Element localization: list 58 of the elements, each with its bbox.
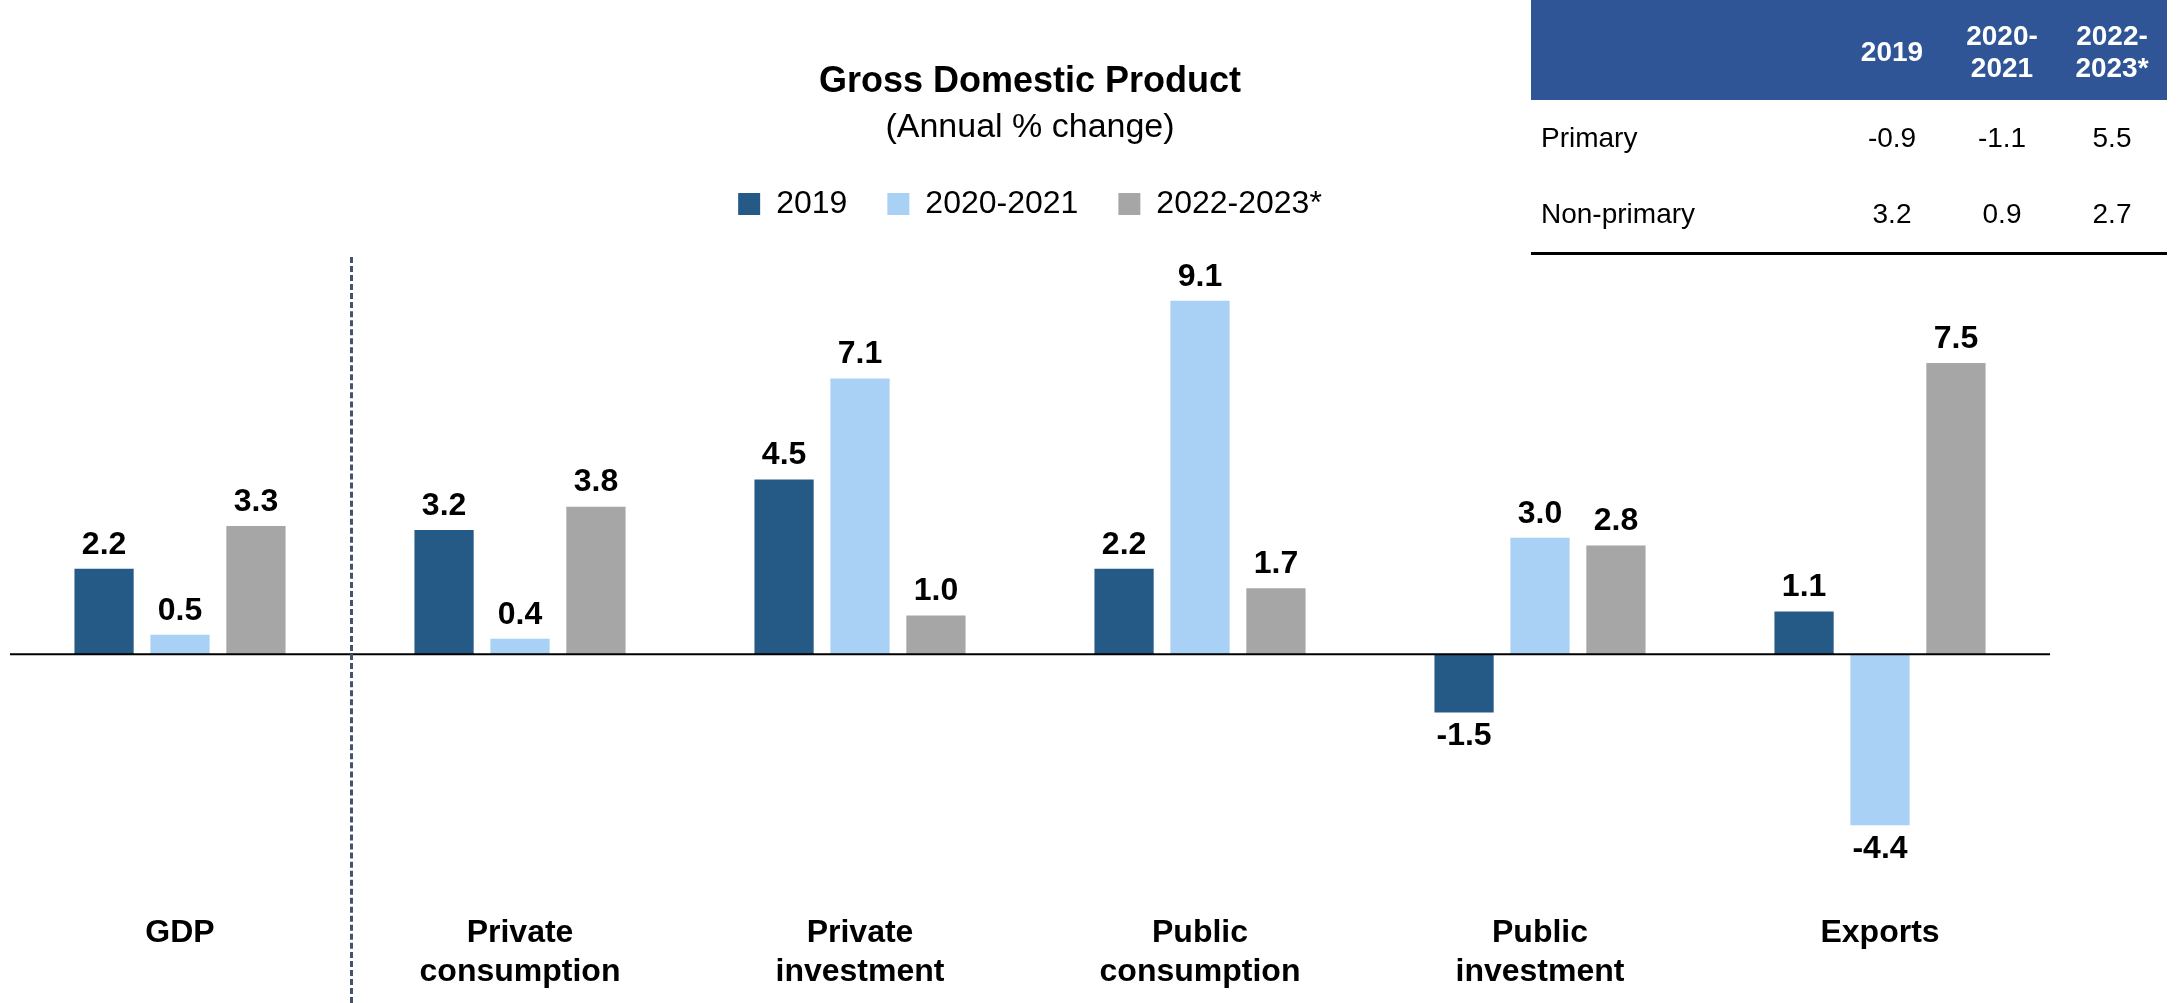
data-label: -0.9	[1866, 121, 1918, 156]
x-tick-label: Public investment	[1455, 913, 1625, 988]
data-label: 3.3	[233, 481, 279, 518]
data-label: 1.1	[1781, 567, 1827, 604]
bar	[414, 529, 474, 655]
data-label: 5.5	[2091, 121, 2133, 156]
data-label: 3.8	[573, 462, 619, 499]
data-label: 4.5	[761, 435, 807, 472]
bar	[226, 526, 286, 655]
x-tick-label: Private consumption	[419, 913, 621, 988]
category-label: 2020-2021	[1947, 0, 2057, 101]
chart-title: Gross Domestic Product	[818, 58, 1242, 100]
bar	[1510, 537, 1570, 655]
data-label: 3.0	[1517, 493, 1563, 530]
bar	[1094, 568, 1154, 655]
bar	[1246, 588, 1306, 655]
bar	[1586, 545, 1646, 655]
bar	[1170, 300, 1230, 655]
x-tick-label: Public consumption	[1099, 913, 1301, 988]
bar	[1850, 654, 1910, 826]
data-label: 1.0	[913, 571, 959, 608]
data-label: 1.7	[1253, 544, 1299, 581]
data-label: 9.1	[1177, 256, 1223, 293]
x-tick-label: Private investment	[775, 913, 945, 988]
data-label: 0.5	[157, 590, 203, 627]
bar	[754, 479, 814, 655]
bar	[906, 615, 966, 655]
data-label: 2.2	[1101, 524, 1147, 561]
text: Primary	[1540, 121, 1639, 156]
legend-label: 2022-2023*	[1156, 183, 1322, 220]
data-label: -1.5	[1436, 716, 1492, 753]
data-label: 7.1	[837, 334, 883, 371]
x-tick-label: Exports	[1820, 913, 1940, 950]
data-label: 3.2	[421, 485, 467, 522]
legend-label: 2019	[776, 183, 848, 220]
bar	[74, 568, 134, 655]
bar	[490, 638, 550, 655]
legend-label: 2020-2021	[925, 183, 1079, 220]
data-label: 0.9	[1947, 176, 2057, 254]
data-label: 0.4	[497, 594, 543, 631]
text: Non-primary	[1531, 176, 1837, 254]
bar	[1926, 362, 1986, 655]
chart-subtitle: (Annual % change)	[885, 105, 1175, 144]
bar	[1434, 654, 1494, 713]
data-label: 2.2	[81, 524, 127, 561]
category-label: 2019	[1837, 0, 1947, 101]
bar	[1774, 611, 1834, 655]
bar	[566, 506, 626, 655]
bar	[150, 634, 210, 655]
category-label: 2022-2023*	[2057, 0, 2167, 101]
data-label: 3.2	[1837, 176, 1947, 254]
bar	[830, 378, 890, 655]
data-label: -4.4	[1852, 829, 1908, 866]
data-label: 2.7	[2057, 176, 2167, 254]
data-label: 7.5	[1933, 318, 1979, 355]
x-tick-label: GDP	[145, 913, 215, 950]
data-label: -1.1	[1976, 121, 2028, 156]
data-label: 2.8	[1593, 501, 1639, 538]
